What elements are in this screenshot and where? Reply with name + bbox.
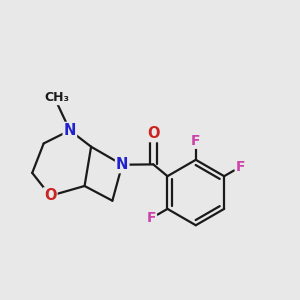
Text: O: O	[44, 188, 56, 203]
Text: F: F	[236, 160, 245, 174]
Text: N: N	[64, 123, 76, 138]
Text: N: N	[116, 157, 128, 172]
Text: O: O	[147, 126, 160, 141]
Text: F: F	[191, 134, 201, 148]
Text: CH₃: CH₃	[44, 91, 69, 104]
Text: F: F	[146, 212, 156, 225]
